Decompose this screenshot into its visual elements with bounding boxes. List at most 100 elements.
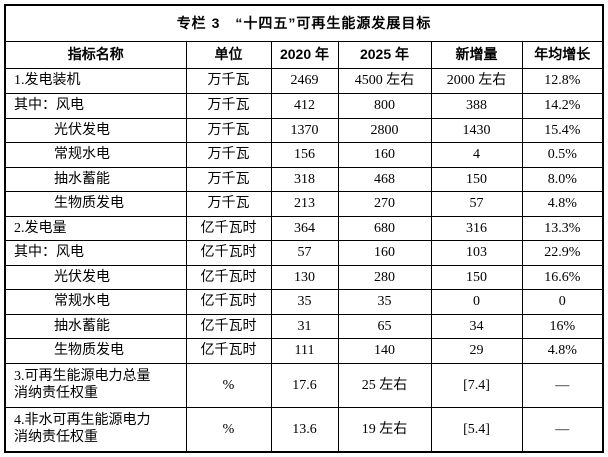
data-table: 专栏 3 “十四五”可再生能源发展目标 指标名称 单位 2020 年 2025 … (4, 4, 605, 453)
header-2025: 2025 年 (337, 40, 432, 70)
cell-indicator: 抽水蓄能 (4, 313, 187, 340)
cell-added: 388 (430, 92, 523, 119)
cell-2020: 412 (270, 92, 339, 119)
header-added: 新增量 (430, 40, 523, 70)
cell-unit: 万千瓦 (185, 117, 272, 144)
cell-2020: 213 (270, 191, 339, 217)
cell-indicator: 2.发电量 (4, 215, 187, 242)
cell-2025: 140 (337, 338, 432, 364)
cell-2020: 364 (270, 215, 339, 242)
cell-added: 4 (430, 142, 523, 168)
cell-2020: 130 (270, 264, 339, 291)
cell-2025: 160 (337, 240, 432, 266)
cell-growth: 8.0% (521, 166, 604, 193)
cell-unit: 亿千瓦时 (185, 240, 272, 266)
cell-added: 150 (430, 166, 523, 193)
table-row: 光伏发电 亿千瓦时 130 280 150 16.6% (4, 264, 604, 291)
cell-growth: 13.3% (521, 215, 604, 242)
header-indicator: 指标名称 (4, 40, 187, 70)
cell-growth: — (521, 406, 604, 453)
cell-unit: % (185, 406, 272, 453)
cell-added: 1430 (430, 117, 523, 144)
cell-2020: 318 (270, 166, 339, 193)
cell-indicator: 常规水电 (4, 142, 187, 168)
table-row: 2.发电量 亿千瓦时 364 680 316 13.3% (4, 215, 604, 242)
cell-2020: 31 (270, 313, 339, 340)
cell-growth: 4.8% (521, 338, 604, 364)
cell-indicator: 4.非水可再生能源电力 消纳责任权重 (4, 406, 187, 453)
table-row: 生物质发电 亿千瓦时 111 140 29 4.8% (4, 338, 604, 364)
cell-added: 57 (430, 191, 523, 217)
cell-growth: 4.8% (521, 191, 604, 217)
cell-growth: 16% (521, 313, 604, 340)
table-row: 1.发电装机 万千瓦 2469 4500 左右 2000 左右 12.8% (4, 68, 604, 94)
cell-2025: 2800 (337, 117, 432, 144)
header-row: 指标名称 单位 2020 年 2025 年 新增量 年均增长 (4, 40, 604, 70)
cell-2025: 19 左右 (337, 406, 432, 453)
cell-growth: 16.6% (521, 264, 604, 291)
cell-added: 103 (430, 240, 523, 266)
cell-2025: 680 (337, 215, 432, 242)
cell-unit: 万千瓦 (185, 191, 272, 217)
table-row: 常规水电 亿千瓦时 35 35 0 0 (4, 289, 604, 315)
cell-2025: 35 (337, 289, 432, 315)
cell-2025: 25 左右 (337, 362, 432, 408)
cell-2020: 13.6 (270, 406, 339, 453)
cell-indicator: 常规水电 (4, 289, 187, 315)
table-row: 其中：风电 万千瓦 412 800 388 14.2% (4, 92, 604, 119)
cell-added: 29 (430, 338, 523, 364)
cell-growth: 22.9% (521, 240, 604, 266)
cell-unit: 万千瓦 (185, 142, 272, 168)
cell-2020: 17.6 (270, 362, 339, 408)
cell-2020: 57 (270, 240, 339, 266)
table-row: 其中：风电 亿千瓦时 57 160 103 22.9% (4, 240, 604, 266)
cell-2025: 280 (337, 264, 432, 291)
cell-unit: 亿千瓦时 (185, 313, 272, 340)
cell-growth: 0 (521, 289, 604, 315)
cell-unit: 万千瓦 (185, 68, 272, 94)
cell-indicator: 其中：风电 (4, 240, 187, 266)
cell-indicator: 光伏发电 (4, 264, 187, 291)
cell-growth: — (521, 362, 604, 408)
cell-2025: 160 (337, 142, 432, 168)
cell-2020: 156 (270, 142, 339, 168)
cell-added: [7.4] (430, 362, 523, 408)
cell-2025: 468 (337, 166, 432, 193)
cell-2025: 65 (337, 313, 432, 340)
table-row: 抽水蓄能 亿千瓦时 31 65 34 16% (4, 313, 604, 340)
cell-unit: 万千瓦 (185, 92, 272, 119)
cell-indicator: 光伏发电 (4, 117, 187, 144)
table-row: 4.非水可再生能源电力 消纳责任权重 % 13.6 19 左右 [5.4] — (4, 406, 604, 453)
table-row: 常规水电 万千瓦 156 160 4 0.5% (4, 142, 604, 168)
cell-2020: 1370 (270, 117, 339, 144)
header-unit: 单位 (185, 40, 272, 70)
cell-2025: 270 (337, 191, 432, 217)
table-row: 光伏发电 万千瓦 1370 2800 1430 15.4% (4, 117, 604, 144)
cell-added: 150 (430, 264, 523, 291)
table-title: 专栏 3 “十四五”可再生能源发展目标 (4, 4, 604, 42)
cell-2025: 4500 左右 (337, 68, 432, 94)
cell-indicator: 其中：风电 (4, 92, 187, 119)
cell-indicator: 抽水蓄能 (4, 166, 187, 193)
table-row: 3.可再生能源电力总量 消纳责任权重 % 17.6 25 左右 [7.4] — (4, 362, 604, 408)
cell-2020: 111 (270, 338, 339, 364)
cell-growth: 14.2% (521, 92, 604, 119)
cell-indicator: 生物质发电 (4, 191, 187, 217)
cell-unit: % (185, 362, 272, 408)
cell-unit: 万千瓦 (185, 166, 272, 193)
table-row: 生物质发电 万千瓦 213 270 57 4.8% (4, 191, 604, 217)
header-2020: 2020 年 (270, 40, 339, 70)
cell-2020: 35 (270, 289, 339, 315)
cell-unit: 亿千瓦时 (185, 215, 272, 242)
cell-added: 2000 左右 (430, 68, 523, 94)
cell-indicator: 生物质发电 (4, 338, 187, 364)
cell-unit: 亿千瓦时 (185, 289, 272, 315)
renewable-energy-target-table: 专栏 3 “十四五”可再生能源发展目标 指标名称 单位 2020 年 2025 … (4, 4, 605, 453)
cell-added: 316 (430, 215, 523, 242)
cell-2020: 2469 (270, 68, 339, 94)
cell-unit: 亿千瓦时 (185, 338, 272, 364)
cell-growth: 0.5% (521, 142, 604, 168)
cell-growth: 15.4% (521, 117, 604, 144)
cell-unit: 亿千瓦时 (185, 264, 272, 291)
cell-indicator: 1.发电装机 (4, 68, 187, 94)
